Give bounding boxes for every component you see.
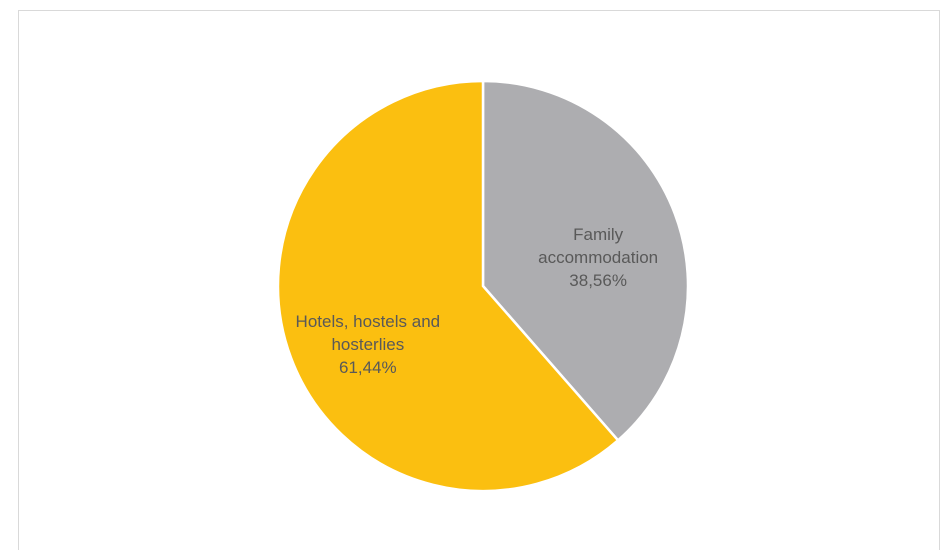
category-label: Hotels, hostels and hosterlies	[295, 311, 441, 354]
category-label: Family accommodation	[538, 225, 659, 268]
pie-slice	[481, 79, 690, 443]
slice-label-box: Family accommodation 38,56%	[523, 213, 673, 303]
slice-label: Hotels, hostels and hosterlies 61,44%	[293, 299, 443, 389]
value-label: 38,56%	[569, 271, 627, 291]
slice-label-box: Hotels, hostels and hosterlies 61,44%	[293, 299, 443, 389]
pie-slice	[276, 79, 620, 493]
slice-label: Family accommodation 38,56%	[523, 213, 673, 303]
value-label: 61,44%	[339, 357, 397, 377]
